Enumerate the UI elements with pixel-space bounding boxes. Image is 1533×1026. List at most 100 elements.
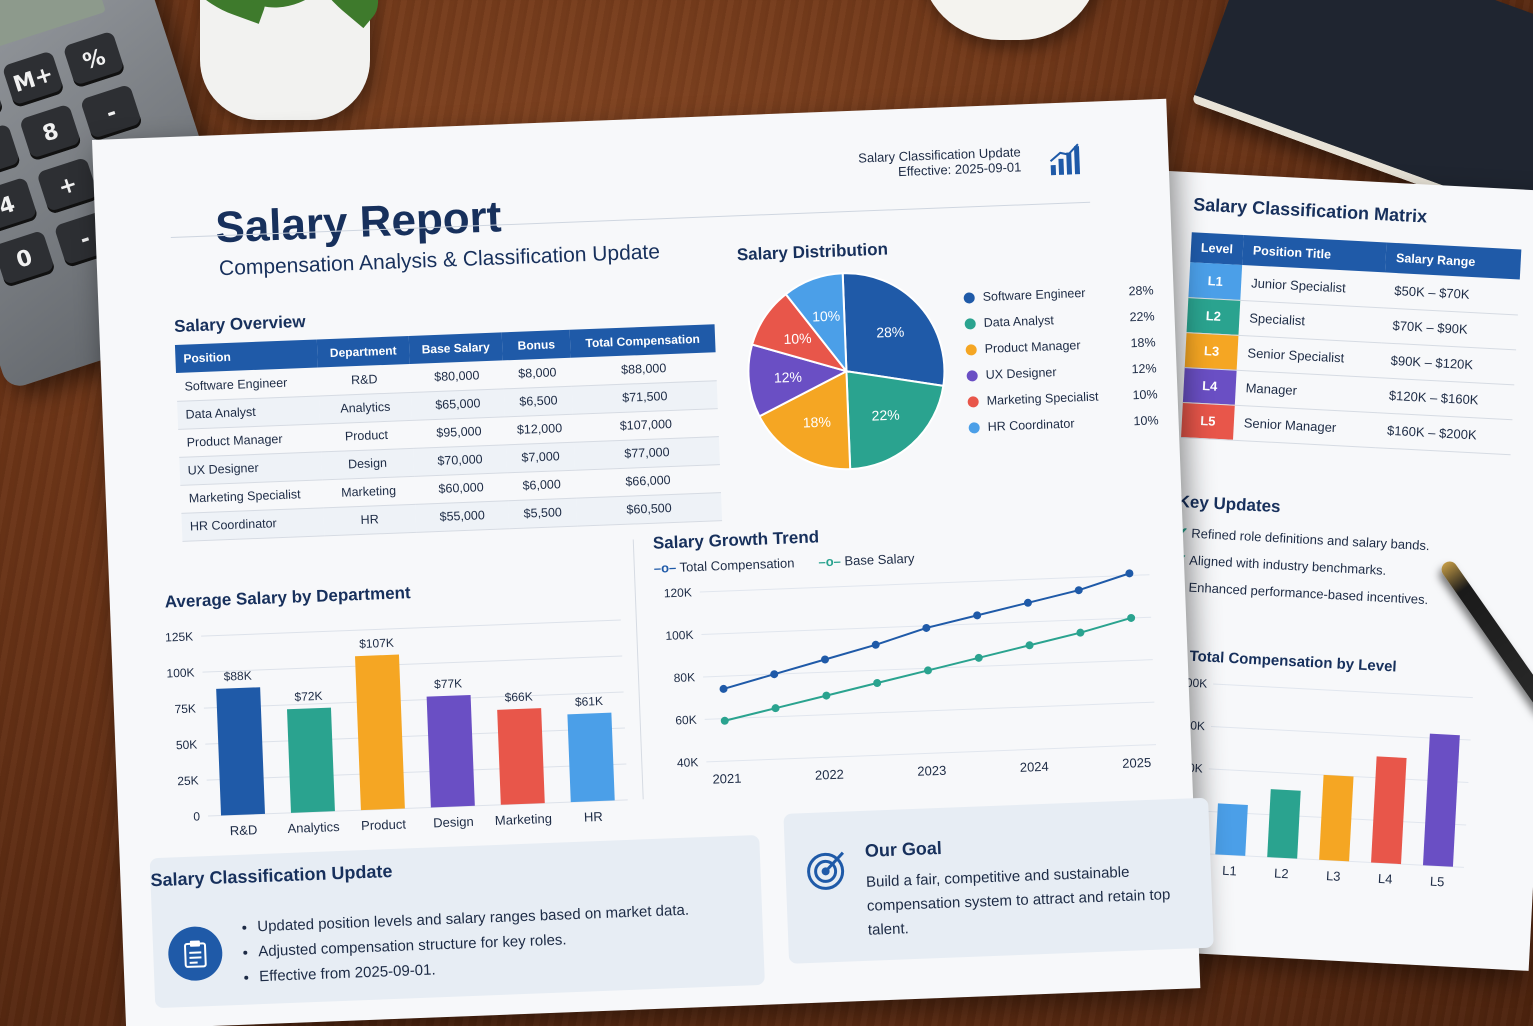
y-tick-label: 120K — [664, 585, 693, 600]
legend-total: –o– Total Compensation — [654, 555, 795, 575]
data-point — [873, 679, 882, 688]
goal-box: Our Goal Build a fair, competitive and s… — [783, 797, 1214, 964]
calc-key: M+ — [0, 70, 4, 129]
data-point — [1125, 569, 1134, 578]
legend-label: Software Engineer — [982, 285, 1086, 304]
bar — [355, 654, 405, 811]
bar — [1422, 733, 1460, 867]
bar-value-label: $77K — [434, 676, 463, 691]
y-tick-label: 50K — [176, 737, 198, 752]
col-bonus: Bonus — [501, 329, 571, 361]
legend-swatch — [967, 395, 979, 408]
calc-key: + — [36, 156, 100, 215]
table-cell: $7,000 — [506, 441, 576, 473]
pie-slice — [845, 370, 945, 471]
table-cell: $12,000 — [505, 413, 575, 445]
level-badge: L3 — [1184, 332, 1239, 370]
table-cell: Product — [320, 419, 413, 452]
salary-report-sheet: Salary Report Compensation Analysis & Cl… — [92, 98, 1214, 1026]
data-point — [1025, 641, 1034, 650]
update-item: ✔ Enhanced performance-based incentives. — [1173, 578, 1473, 611]
table-cell: HR Coordinator — [181, 507, 325, 541]
legend-swatch — [968, 421, 980, 434]
calc-key: - — [79, 83, 143, 142]
table-cell: $80,000 — [409, 360, 504, 392]
x-tick-label: R&D — [230, 822, 258, 838]
data-point — [1127, 613, 1136, 622]
data-point — [974, 653, 983, 662]
level-chart-title: Total Compensation by Level — [1189, 647, 1398, 676]
update-text: Enhanced performance-based incentives. — [1188, 579, 1429, 608]
grid-line — [1210, 725, 1471, 741]
pie-legend: Software Engineer 28% Data Analyst 22% Produ… — [963, 277, 1159, 440]
update-item: ✔ Refined role definitions and salary ba… — [1176, 524, 1476, 557]
bar — [1319, 774, 1354, 862]
legend-label: Marketing Specialist — [986, 389, 1099, 408]
x-tick-label: Marketing — [495, 811, 553, 828]
x-tick-label: L4 — [1378, 871, 1393, 887]
data-point — [720, 716, 729, 725]
grid-line — [205, 727, 625, 745]
bar — [426, 694, 475, 808]
y-tick-label: 100K — [166, 665, 195, 680]
table-cell: Design — [321, 447, 414, 480]
x-tick-label: 2025 — [1122, 755, 1151, 771]
legend-label: UX Designer — [985, 365, 1057, 382]
level-badge: L2 — [1186, 297, 1241, 335]
legend-label: Product Manager — [984, 338, 1081, 356]
legend-label: Data Analyst — [983, 313, 1055, 330]
legend-value: 10% — [1132, 387, 1158, 403]
calc-key: 0 — [0, 229, 56, 288]
grid-line — [1213, 683, 1473, 699]
legend-swatch — [964, 317, 976, 330]
y-tick-label: 80K — [673, 670, 695, 685]
growth-line-chart: 40K 60K 80K 100K 120K 2021 2022 2023 2024 2025 — [664, 569, 1157, 787]
line-marker-icon: –o– — [653, 559, 677, 576]
calc-key: 4 — [0, 176, 39, 235]
bar — [567, 712, 615, 803]
key-updates-list: ✔ Refined role definitions and salary ba… — [1173, 524, 1476, 611]
table-cell: $8,000 — [502, 357, 572, 389]
data-point — [923, 666, 932, 675]
matrix-title: Salary Classification Matrix — [1192, 194, 1428, 227]
y-tick-label: 100K — [665, 628, 694, 643]
data-point — [770, 670, 779, 679]
x-tick-label: 2023 — [917, 763, 946, 779]
effective-badge: Salary Classification Update Effective: … — [858, 144, 1022, 180]
x-tick-label: L5 — [1430, 874, 1445, 890]
legend-value: 28% — [1128, 283, 1154, 299]
pie-slice — [841, 272, 946, 388]
pie-label: 10% — [812, 307, 841, 324]
calc-key: 8 — [19, 103, 83, 162]
bar-value-label: $107K — [359, 636, 394, 651]
table-cell: $65,000 — [410, 388, 506, 420]
pie-slice — [747, 343, 850, 418]
dept-bar-chart: 0 25K 50K 75K 100K 125K $88K R&D $72K Analytics $1… — [165, 619, 628, 838]
grid-line — [202, 655, 623, 673]
line-marker-icon: –o– — [818, 553, 842, 570]
grid-line — [201, 619, 621, 637]
position-title: Senior Manager — [1232, 404, 1379, 448]
x-tick-label: Analytics — [287, 819, 340, 836]
pie-title: Salary Distribution — [736, 239, 889, 265]
table-cell: Marketing — [322, 475, 416, 508]
legend-value: 18% — [1130, 335, 1156, 351]
pie-slice — [784, 272, 848, 375]
pie-label: 22% — [871, 407, 900, 424]
legend-total-label: Total Compensation — [679, 555, 795, 575]
table-cell: $6,500 — [503, 385, 573, 417]
key-updates-title: Key Updates — [1177, 491, 1282, 517]
level-badge: L5 — [1181, 402, 1235, 440]
legend-swatch — [966, 369, 978, 382]
grid-line — [208, 799, 628, 817]
x-tick-label: 2022 — [815, 767, 844, 783]
table-cell: $5,500 — [508, 497, 578, 529]
bar-value-label: $66K — [504, 689, 533, 704]
classification-title: Salary Classification Update — [150, 861, 393, 891]
bar-value-label: $72K — [294, 689, 323, 704]
legend-swatch — [963, 291, 975, 304]
overview-table: Position Department Base Salary Bonus To… — [174, 324, 723, 541]
grid-line — [206, 763, 627, 781]
legend-label: HR Coordinator — [987, 416, 1075, 434]
matrix-table: Level Position Title Salary Range L1 Juni… — [1181, 232, 1522, 455]
